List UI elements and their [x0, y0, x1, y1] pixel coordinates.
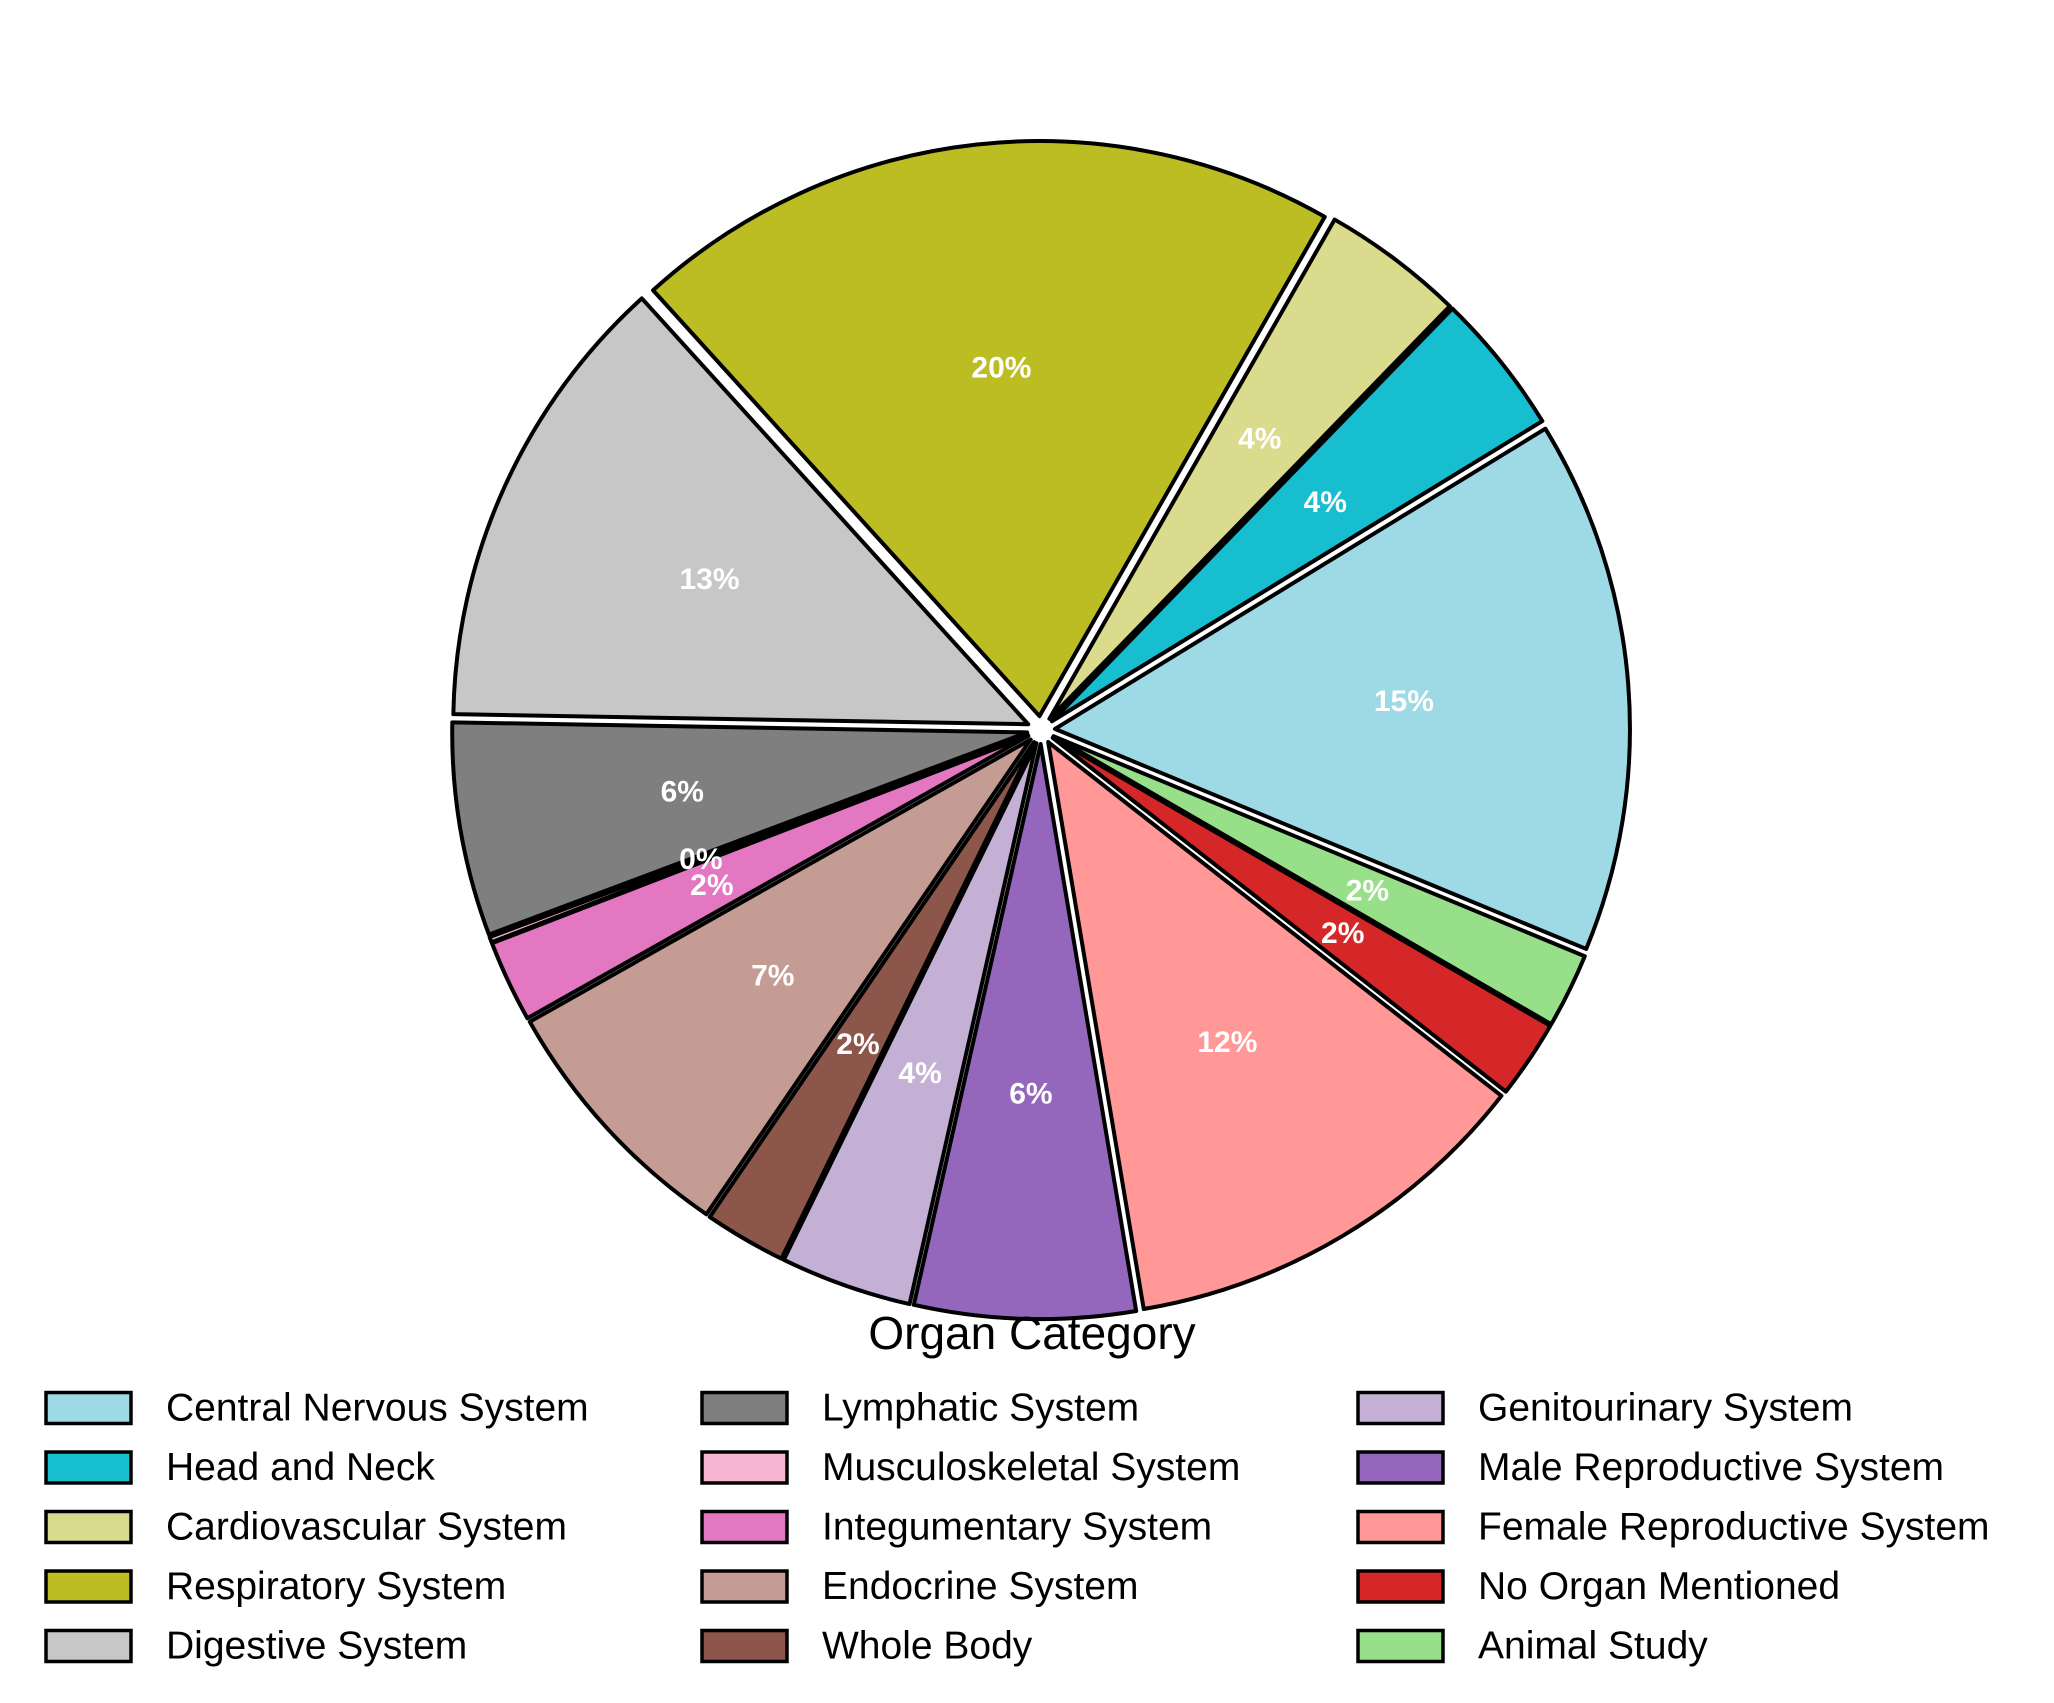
legend-swatch — [700, 1390, 789, 1426]
pie-slice-male-reproductive-system — [911, 741, 1139, 1321]
legend-item-endocrine-system: Endocrine System — [700, 1565, 1138, 1608]
legend-swatch — [1356, 1569, 1445, 1604]
legend-item-male-reproductive-system: Male Reproductive System — [1356, 1446, 1944, 1489]
legend-swatch — [1356, 1628, 1445, 1664]
legend-label: Digestive System — [166, 1625, 467, 1668]
percent-label-musculoskeletal-system: 0% — [679, 843, 722, 876]
legend-label: Integumentary System — [822, 1506, 1212, 1549]
legend-label: No Organ Mentioned — [1478, 1565, 1840, 1608]
legend-item-central-nervous-system: Central Nervous System — [44, 1387, 589, 1430]
legend-label: Male Reproductive System — [1478, 1446, 1944, 1489]
percent-label-central-nervous-system: 15% — [1374, 685, 1434, 718]
percent-label-lymphatic-system: 6% — [661, 775, 704, 808]
legend-swatch — [44, 1509, 133, 1545]
percent-label-no-organ-mentioned: 2% — [1321, 917, 1364, 950]
percent-label-genitourinary-system: 4% — [898, 1057, 941, 1090]
pie-slice-cardiovascular-system — [1047, 217, 1452, 721]
legend-swatch — [1356, 1509, 1445, 1545]
legend-swatch — [44, 1390, 133, 1426]
legend-label: Respiratory System — [166, 1565, 506, 1608]
legend-swatch — [700, 1628, 789, 1664]
percent-label-head-and-neck: 4% — [1304, 486, 1347, 519]
pie-slice-whole-body — [707, 740, 1036, 1261]
legend-swatch — [44, 1628, 133, 1664]
pie-slices — [450, 139, 1632, 1321]
pie-slice-female-reproductive-system — [1046, 740, 1504, 1312]
legend-item-musculoskeletal-system: Musculoskeletal System — [700, 1446, 1240, 1489]
percent-label-male-reproductive-system: 6% — [1009, 1077, 1052, 1110]
legend-item-animal-study: Animal Study — [1356, 1625, 1708, 1668]
legend-swatch — [700, 1509, 789, 1545]
legend-swatch — [1356, 1390, 1445, 1426]
legend-label: Female Reproductive System — [1478, 1506, 1990, 1549]
legend-swatch — [1356, 1450, 1445, 1485]
percent-label-digestive-system: 13% — [679, 563, 739, 596]
percent-label-endocrine-system: 7% — [751, 960, 794, 993]
legend-item-genitourinary-system: Genitourinary System — [1356, 1387, 1853, 1430]
legend: Organ Category Central Nervous System Hea… — [44, 1307, 1990, 1668]
legend-item-cardiovascular-system: Cardiovascular System — [44, 1506, 567, 1549]
pie-slice-respiratory-system — [651, 139, 1327, 719]
pie-slice-head-and-neck — [1049, 306, 1545, 724]
legend-item-lymphatic-system: Lymphatic System — [700, 1387, 1139, 1430]
pie-slice-endocrine-system — [527, 737, 1033, 1217]
pie-percent-labels: 15%4%4%20%13%6%0%2%7%2%4%6%12%2%2% — [661, 352, 1434, 1111]
pie-slice-digestive-system — [451, 296, 1031, 727]
legend-label: Head and Neck — [166, 1446, 435, 1489]
legend-item-respiratory-system: Respiratory System — [44, 1565, 506, 1608]
percent-label-whole-body: 2% — [836, 1028, 879, 1061]
pie-slice-animal-study — [1051, 734, 1587, 1027]
legend-label: Central Nervous System — [166, 1387, 589, 1430]
legend-item-no-organ-mentioned: No Organ Mentioned — [1356, 1565, 1840, 1608]
legend-swatch — [44, 1569, 133, 1604]
legend-label: Genitourinary System — [1478, 1387, 1853, 1430]
legend-label: Endocrine System — [822, 1565, 1138, 1608]
percent-label-cardiovascular-system: 4% — [1238, 423, 1281, 456]
legend-swatch — [700, 1450, 789, 1485]
legend-label: Whole Body — [822, 1625, 1033, 1668]
pie-slice-central-nervous-system — [1052, 426, 1632, 951]
legend-item-whole-body: Whole Body — [700, 1625, 1033, 1668]
pie-slice-lymphatic-system — [450, 720, 1030, 937]
legend-title: Organ Category — [868, 1307, 1195, 1359]
pie-slice-genitourinary-system — [781, 741, 1039, 1307]
percent-label-respiratory-system: 20% — [971, 352, 1031, 385]
legend-label: Lymphatic System — [822, 1387, 1139, 1430]
legend-item-digestive-system: Digestive System — [44, 1625, 467, 1668]
pie-slice-integumentary-system — [489, 733, 1031, 1021]
percent-label-female-reproductive-system: 12% — [1197, 1026, 1257, 1059]
legend-swatch — [700, 1569, 789, 1604]
legend-swatch — [44, 1450, 133, 1485]
legend-label: Animal Study — [1478, 1625, 1708, 1668]
legend-label: Musculoskeletal System — [822, 1446, 1240, 1489]
percent-label-integumentary-system: 2% — [690, 869, 733, 902]
legend-item-integumentary-system: Integumentary System — [700, 1506, 1212, 1549]
percent-label-animal-study: 2% — [1346, 875, 1389, 908]
legend-item-female-reproductive-system: Female Reproductive System — [1356, 1506, 1990, 1549]
legend-item-head-and-neck: Head and Neck — [44, 1446, 435, 1489]
legend-label: Cardiovascular System — [166, 1506, 567, 1549]
